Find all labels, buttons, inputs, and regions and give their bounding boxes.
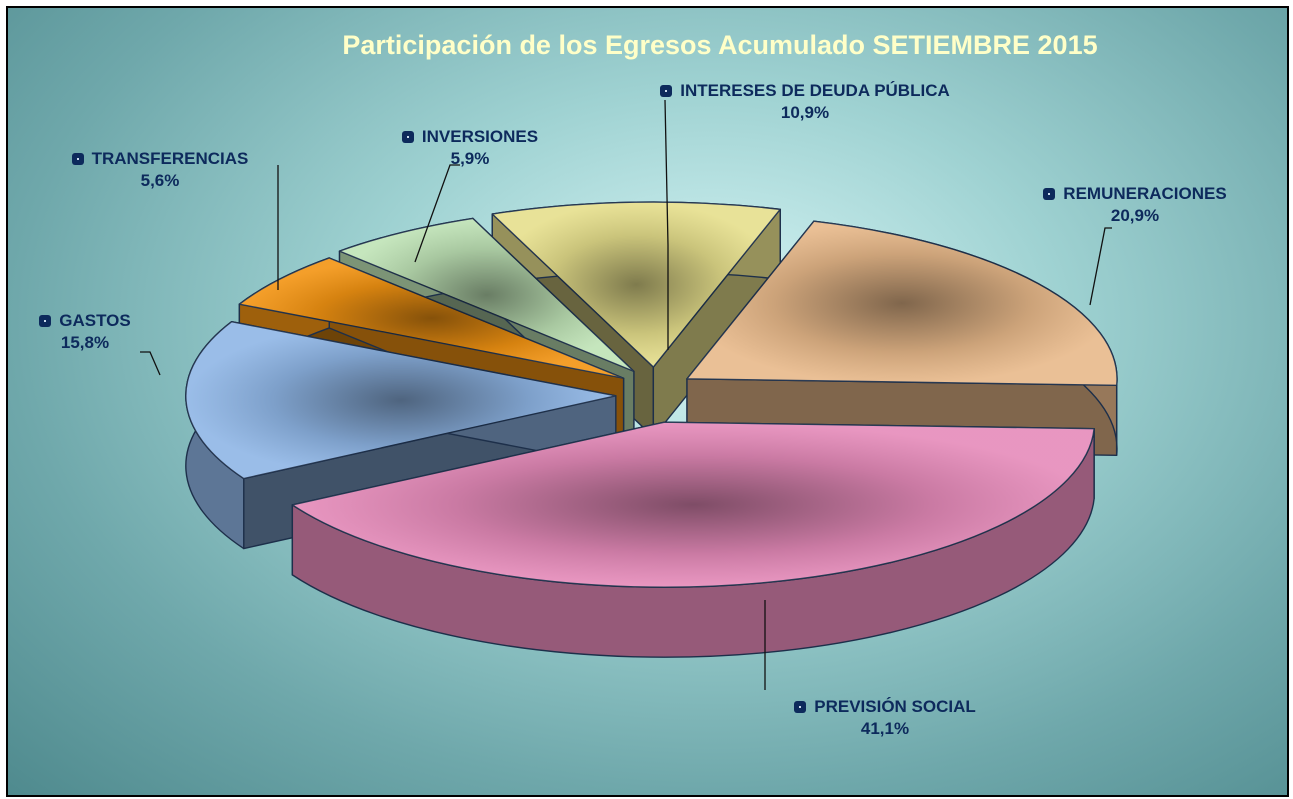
legend-marker <box>401 131 414 143</box>
legend-marker <box>794 701 807 713</box>
category-label: INTERESES DE DEUDA PÚBLICA <box>680 81 950 100</box>
slice-shade <box>492 202 781 368</box>
value-label: 15,8% <box>60 333 110 352</box>
chart-title: Participación de los Egresos Acumulado S… <box>342 30 1098 60</box>
category-label: INVERSIONES <box>421 127 539 146</box>
slice-shade <box>292 422 1095 588</box>
value-label: 5,9% <box>450 149 490 168</box>
category-label: PREVISIÓN SOCIAL <box>814 697 976 716</box>
legend-marker <box>1043 188 1056 200</box>
legend-marker <box>39 315 52 327</box>
data-label: INVERSIONES 5,9% <box>370 126 570 170</box>
leader-line <box>664 99 669 350</box>
data-label: INTERESES DE DEUDA PÚBLICA 10,9% <box>660 80 950 124</box>
slice-shade <box>339 218 634 372</box>
category-label: GASTOS <box>59 311 131 330</box>
leader-line <box>414 164 460 263</box>
data-label: GASTOS 15,8% <box>25 310 145 354</box>
data-label: TRANSFERENCIAS 5,6% <box>40 148 280 192</box>
leader-line <box>140 351 161 376</box>
data-label: PREVISIÓN SOCIAL 41,1% <box>755 696 1015 740</box>
leader-line <box>1089 227 1112 306</box>
category-label: REMUNERACIONES <box>1063 184 1227 203</box>
slice-shade <box>686 221 1117 386</box>
value-label: 20,9% <box>1110 206 1160 225</box>
value-label: 10,9% <box>780 103 830 122</box>
category-label: TRANSFERENCIAS <box>91 149 249 168</box>
slice-shade <box>239 257 624 379</box>
legend-marker <box>71 153 84 165</box>
value-label: 41,1% <box>860 719 910 738</box>
legend-marker <box>660 85 673 97</box>
value-label: 5,6% <box>140 171 180 190</box>
slice-shade <box>185 321 616 479</box>
data-label: REMUNERACIONES 20,9% <box>1005 183 1265 227</box>
